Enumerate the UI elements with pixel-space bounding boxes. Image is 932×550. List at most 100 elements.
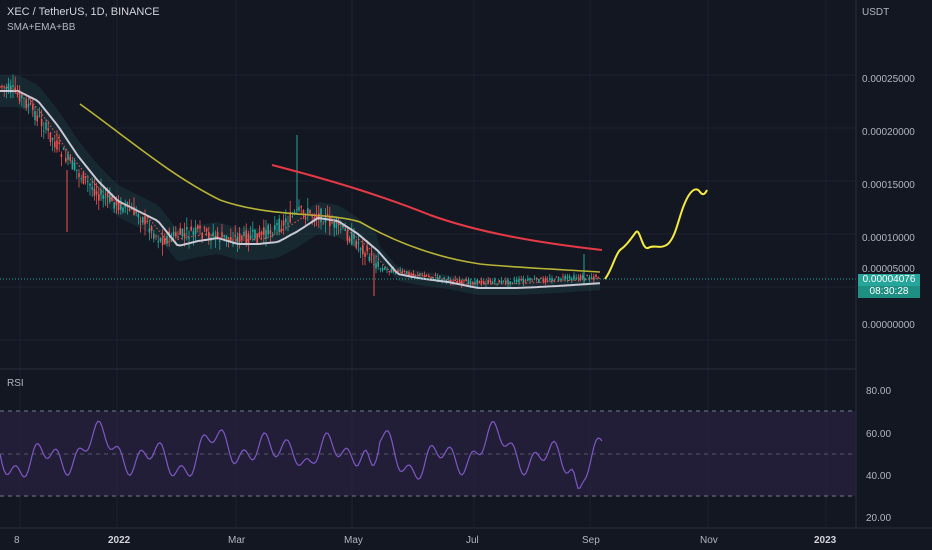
candle-body xyxy=(93,188,96,196)
candle-body xyxy=(223,234,225,237)
candle-body xyxy=(377,261,379,267)
candle-body xyxy=(214,235,217,239)
candle-body xyxy=(505,280,507,284)
candle-body xyxy=(172,231,175,237)
candle-body xyxy=(571,278,573,281)
candle-body xyxy=(351,232,353,245)
candle-body xyxy=(98,194,100,201)
candle-body xyxy=(104,196,107,198)
candle-body xyxy=(216,231,219,238)
candle-body xyxy=(573,275,575,280)
candle-body xyxy=(14,87,16,92)
candle-body xyxy=(346,230,349,241)
candle-body xyxy=(340,228,342,230)
candle-body xyxy=(260,231,263,235)
candle-body xyxy=(106,192,109,197)
candle-body xyxy=(401,271,404,273)
candle-body xyxy=(518,279,520,283)
candle-body xyxy=(489,280,492,283)
candle-body xyxy=(78,173,80,178)
symbol-title[interactable]: XEC / TetherUS, 1D, BINANCE xyxy=(7,6,160,18)
time-label-nov: Nov xyxy=(700,535,718,546)
candle-body xyxy=(454,279,456,282)
price-label-5: 0.00000000 xyxy=(862,320,915,331)
rsi-axis-label-60: 60.00 xyxy=(866,429,891,440)
candle-body xyxy=(205,228,208,232)
price-label-1: 0.00020000 xyxy=(862,127,915,138)
candle-body xyxy=(142,217,144,223)
candle-body xyxy=(529,278,531,281)
candle-body xyxy=(485,283,487,284)
rsi-legend[interactable]: RSI xyxy=(7,378,24,389)
candle-body xyxy=(439,275,441,278)
candle-body xyxy=(566,276,569,279)
candle-body xyxy=(247,233,250,244)
candle-body xyxy=(256,233,258,244)
candle-body xyxy=(579,275,582,279)
candle-body xyxy=(463,279,465,281)
candle-body xyxy=(166,236,168,244)
candle-body xyxy=(289,211,291,223)
candle-body xyxy=(331,222,333,224)
candle-body xyxy=(586,274,588,276)
candle-body xyxy=(225,235,228,242)
candle-body xyxy=(348,238,351,242)
candle-body xyxy=(111,196,113,202)
projection-drawing[interactable] xyxy=(604,188,708,280)
candle-body xyxy=(302,210,305,213)
candle-body xyxy=(245,230,247,245)
indicator-legend[interactable]: SMA+EMA+BB xyxy=(7,22,76,33)
candle-body xyxy=(276,223,278,226)
candle-body xyxy=(487,279,489,284)
candle-body xyxy=(588,277,591,280)
candle-body xyxy=(139,221,142,223)
candle-body xyxy=(254,229,256,239)
candle-body xyxy=(540,278,542,279)
candle-body xyxy=(73,162,76,170)
candle-body xyxy=(494,279,496,282)
candle-body xyxy=(280,228,283,231)
candle-body xyxy=(183,233,186,237)
candle-body xyxy=(509,281,511,284)
candle-body xyxy=(388,271,390,272)
candle-body xyxy=(269,230,272,234)
candle-body xyxy=(117,201,120,211)
candle-body xyxy=(430,276,432,279)
candle-body xyxy=(436,277,439,279)
candle-body xyxy=(397,270,399,273)
candle-body xyxy=(109,195,111,203)
candle-body xyxy=(230,237,232,241)
candle-body xyxy=(544,278,547,282)
candle-body xyxy=(311,215,313,217)
candle-body xyxy=(304,217,307,220)
candle-body xyxy=(76,169,78,171)
candle-body xyxy=(157,241,159,243)
short-ema-dotted-line xyxy=(0,86,601,285)
candle-body xyxy=(95,191,98,195)
candle-body xyxy=(419,273,421,275)
candle-body xyxy=(265,229,267,239)
candle-body xyxy=(450,280,452,282)
ema-line xyxy=(79,103,601,273)
candle-body xyxy=(126,202,129,207)
candle-body xyxy=(113,202,115,209)
price-label-0: 0.00025000 xyxy=(862,74,915,85)
candle-body xyxy=(170,238,173,242)
candle-body xyxy=(62,148,65,150)
price-label-4: 0.00005000 xyxy=(862,264,915,275)
candle-body xyxy=(527,278,529,281)
price-axis-currency: USDT xyxy=(862,7,889,18)
candle-body xyxy=(298,207,300,211)
candle-body xyxy=(293,212,296,214)
candle-body xyxy=(188,237,190,239)
candle-body xyxy=(71,160,74,170)
time-label-2022: 2022 xyxy=(108,535,131,546)
candle-body xyxy=(461,280,463,285)
candle-body xyxy=(82,172,85,184)
candle-body xyxy=(300,206,302,208)
candle-body xyxy=(366,246,368,252)
candle-body xyxy=(337,221,340,225)
candle-body xyxy=(399,269,401,271)
candle-body xyxy=(25,99,27,109)
